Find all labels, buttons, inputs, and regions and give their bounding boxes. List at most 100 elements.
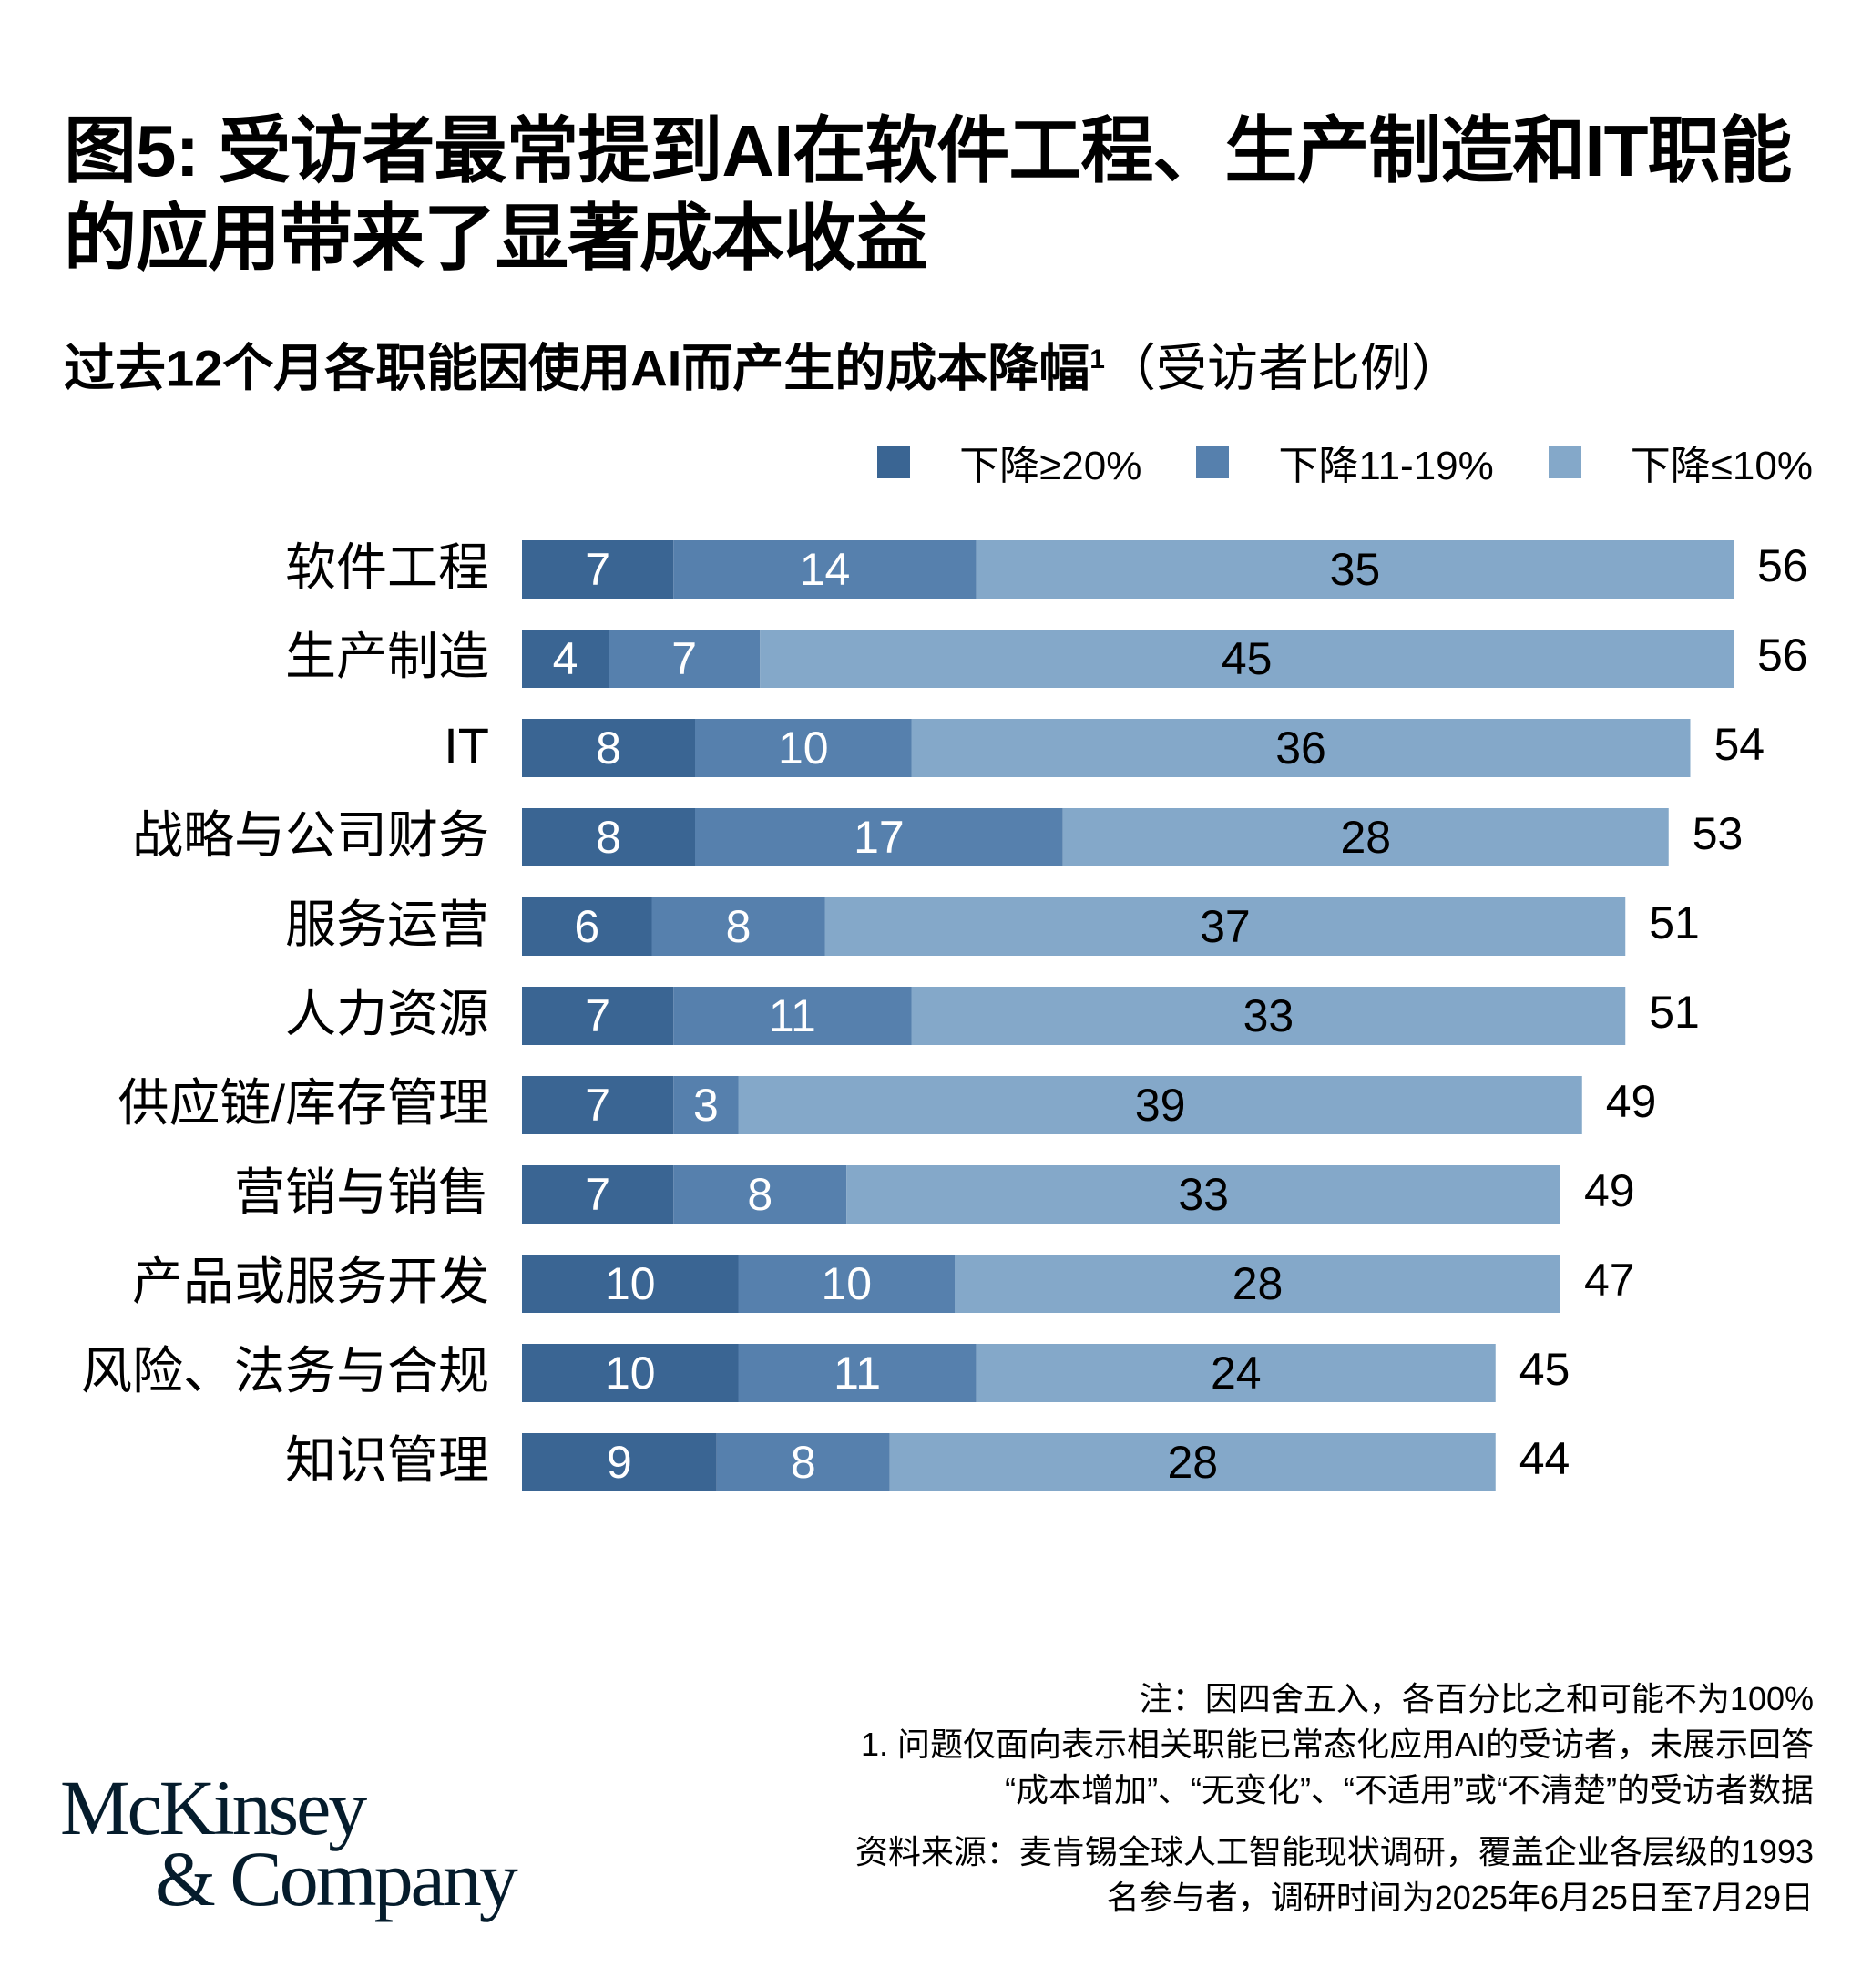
bar-segment [522, 1076, 674, 1134]
data-label: 33 [1243, 990, 1294, 1041]
total-label: 56 [1757, 630, 1808, 681]
legend-swatch [1196, 446, 1230, 478]
category-label: 服务运营 [285, 896, 489, 953]
bar-segment [522, 719, 695, 777]
subtitle-main: 过去12个月各职能因使用AI而产生的成本降幅 [64, 339, 1090, 397]
bar-segment [695, 719, 912, 777]
data-label: 28 [1167, 1437, 1218, 1488]
bar-segment [522, 808, 695, 866]
bar-segment [522, 1255, 739, 1313]
data-label: 8 [791, 1437, 816, 1488]
data-label: 7 [585, 990, 610, 1041]
data-label: 3 [693, 1080, 719, 1131]
data-label: 14 [800, 544, 851, 595]
data-label: 11 [834, 1348, 881, 1399]
footer-notes: 注：因四舍五入，各百分比之和可能不为100% 1. 问题仅面向表示相关职能已常态… [855, 1676, 1814, 1921]
logo-line1: McKinsey [60, 1764, 367, 1851]
bar-segment [609, 630, 761, 688]
source-line2: 名参与者，调研时间为2025年6月25日至7月29日 [1106, 1879, 1814, 1916]
category-label: 风险、法务与合规 [81, 1342, 489, 1399]
bar-segment [738, 1344, 977, 1402]
data-label: 8 [726, 901, 752, 952]
data-label: 28 [1340, 812, 1391, 863]
data-label: 8 [596, 812, 621, 863]
data-label: 37 [1200, 901, 1251, 952]
legend: 下降≥20% 下降11-19% 下降≤10% [823, 433, 1813, 491]
bar-segment [738, 1076, 1582, 1134]
data-label: 33 [1178, 1169, 1229, 1220]
bar-segment [824, 897, 1626, 956]
data-label: 10 [821, 1258, 872, 1309]
legend-label: 下降≤10% [1630, 444, 1813, 488]
legend-item-le10: 下降≤10% [1548, 433, 1813, 491]
data-label: 7 [671, 633, 697, 684]
bar-segment [976, 1344, 1496, 1402]
bar-segment [738, 1255, 955, 1313]
bar-segment [522, 897, 652, 956]
bar-segment [911, 719, 1691, 777]
data-label: 8 [596, 722, 621, 774]
legend-label: 下降11-19% [1278, 444, 1494, 488]
bar-segment [911, 987, 1626, 1045]
data-label: 45 [1222, 633, 1273, 684]
legend-item-11-19: 下降11-19% [1196, 433, 1494, 491]
data-label: 36 [1275, 722, 1326, 774]
category-label: 产品或服务开发 [132, 1253, 489, 1310]
logo-line2: & Company [155, 1835, 518, 1922]
bar-segment [522, 1433, 717, 1491]
category-label: 战略与公司财务 [132, 806, 489, 864]
source-line1: 资料来源：麦肯锡全球人工智能现状调研，覆盖企业各层级的1993 [854, 1833, 1814, 1870]
total-label: 56 [1757, 540, 1808, 591]
total-label: 53 [1693, 808, 1744, 859]
bar-segment [955, 1255, 1560, 1313]
mckinsey-logo: McKinsey & Company [60, 1764, 518, 1922]
bar-segment [673, 1076, 739, 1134]
bar-segment [522, 987, 674, 1045]
bar-segment [1062, 808, 1669, 866]
bar-segment [522, 630, 609, 688]
data-label: 6 [574, 901, 599, 952]
total-label: 44 [1519, 1433, 1570, 1484]
data-label: 8 [747, 1169, 772, 1220]
total-label: 51 [1649, 897, 1700, 948]
data-label: 9 [607, 1437, 632, 1488]
bar-segment [976, 540, 1734, 599]
total-label: 47 [1584, 1255, 1635, 1306]
legend-item-ge20: 下降≥20% [877, 433, 1141, 491]
legend-swatch [1548, 446, 1581, 478]
data-label: 39 [1135, 1080, 1186, 1131]
bar-segment [673, 1165, 847, 1224]
bar-segment [522, 1344, 739, 1402]
bar-segment [889, 1433, 1496, 1491]
bar-segment [673, 540, 977, 599]
footnote-mark: 1 [1089, 344, 1105, 374]
data-label: 4 [553, 633, 578, 684]
data-label: 11 [769, 990, 816, 1041]
total-label: 49 [1584, 1165, 1635, 1216]
footnote-1-line1: 1. 问题仅面向表示相关职能已常态化应用AI的受访者，未展示回答 [860, 1726, 1814, 1763]
category-label: 人力资源 [285, 985, 489, 1042]
bar-segment [522, 540, 674, 599]
data-label: 28 [1233, 1258, 1284, 1309]
data-label: 10 [778, 722, 829, 774]
data-label: 17 [854, 812, 905, 863]
bar-segment [760, 630, 1734, 688]
footnote-1-line2: “成本增加”、“无变化”、“不适用”或“不清楚”的受访者数据 [1005, 1771, 1814, 1809]
legend-label: 下降≥20% [959, 444, 1142, 488]
note: 注：因四舍五入，各百分比之和可能不为100% [1139, 1680, 1814, 1717]
data-label: 7 [585, 544, 610, 595]
subtitle-unit: （受访者比例） [1104, 339, 1462, 397]
total-label: 49 [1606, 1076, 1657, 1127]
data-label: 10 [605, 1348, 656, 1399]
category-label: 供应链/库存管理 [118, 1074, 489, 1132]
chart-title: 图5: 受访者最常提到AI在软件工程、生产制造和IT职能的应用带来了显著成本收益 [64, 110, 1792, 279]
category-label: 知识管理 [285, 1431, 489, 1489]
category-label: 软件工程 [285, 538, 489, 596]
data-label: 7 [585, 1080, 610, 1131]
category-label: IT [444, 717, 489, 774]
data-label: 35 [1330, 544, 1381, 595]
bar-segment [522, 1165, 674, 1224]
bar-segment [846, 1165, 1560, 1224]
category-label: 营销与销售 [234, 1163, 489, 1221]
